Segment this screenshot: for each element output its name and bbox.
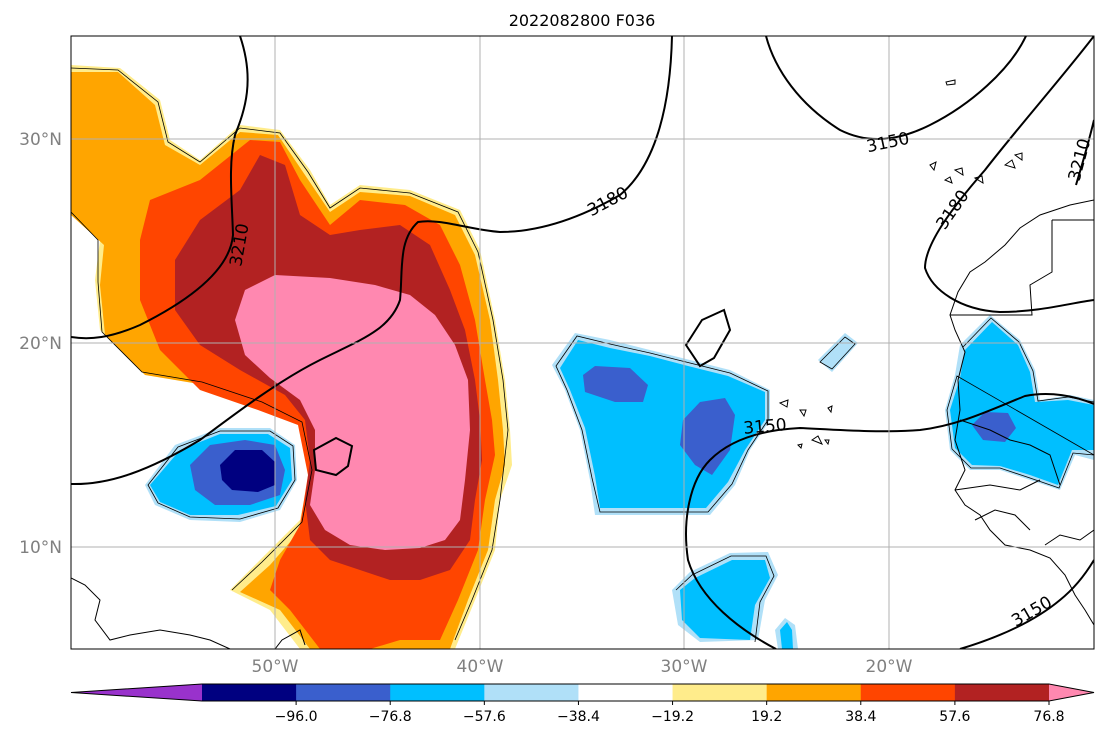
coast-south-america [274, 629, 306, 649]
contour-3150-south [685, 393, 1094, 649]
colorbar-tick-label: 57.6 [939, 709, 970, 725]
border-6 [1044, 529, 1094, 546]
border-5 [974, 509, 1031, 531]
cape-verde [778, 399, 833, 449]
positive-anomaly-west [71, 65, 512, 649]
colorbar-segment [672, 684, 768, 701]
lon-tick-label: 40°W [457, 657, 504, 677]
fill-navy [220, 450, 275, 492]
negative-anomaly-central [552, 333, 770, 515]
contour-closed-small-west [312, 436, 354, 477]
negative-anomaly-south [672, 552, 798, 649]
coastlines [71, 79, 1094, 649]
colorbar-segment [390, 684, 485, 701]
colorbar-tick-label: 76.8 [1033, 709, 1064, 725]
map-title: 2022082800 F036 [509, 11, 656, 30]
lon-tick-label: 50°W [252, 657, 299, 677]
border-3 [959, 419, 1061, 486]
lat-tick-labels: 30°N 20°N 10°N [19, 130, 62, 558]
colorbar-tick-label: 38.4 [845, 709, 876, 725]
contour-3180-central [71, 36, 673, 486]
border-2 [950, 220, 1053, 316]
coast-caribbean [71, 577, 231, 649]
lon-tick-label: 20°W [866, 657, 913, 677]
fill-pink [235, 275, 470, 550]
colorbar-segment [296, 684, 391, 701]
colorbar-segment [578, 684, 674, 701]
fill-royalblue [680, 398, 735, 475]
border-4 [954, 479, 1041, 491]
negative-anomaly-west [145, 428, 297, 522]
colorbar-tick-label: −19.2 [651, 709, 694, 725]
colorbar-tick-label: −38.4 [557, 709, 600, 725]
contour-closed-small-central [684, 308, 732, 368]
negative-anomaly-east [945, 315, 1094, 490]
map-area: 3210 3180 3150 3150 3180 3210 3150 [71, 36, 1094, 649]
anomaly-outline-contours [71, 67, 1094, 643]
fill-deepskyblue [950, 322, 1094, 485]
colorbar: −96.0 −76.8 −57.6 −38.4 −19.2 19.2 38.4 57.6 76.… [70, 683, 1095, 725]
contour-3210-west [71, 36, 249, 340]
colorbar-tick-label: −57.6 [463, 709, 506, 725]
lon-tick-label: 30°W [661, 657, 708, 677]
colorbar-extend-min [71, 684, 202, 701]
colorbar-outline [70, 683, 1095, 702]
fill-royalblue [972, 412, 1016, 442]
fill-deepskyblue [680, 560, 770, 640]
lat-tick-label: 20°N [19, 334, 62, 354]
contour-label: 3150 [743, 415, 788, 439]
contour-3210-east [1075, 119, 1094, 186]
lat-tick-label: 10°N [19, 538, 62, 558]
coast-west-africa [949, 199, 1094, 626]
gridlines [71, 36, 1094, 649]
colorbar-extend-max [1049, 684, 1094, 701]
colorbar-tick-label: −96.0 [275, 709, 318, 725]
fill-royalblue [583, 366, 648, 402]
colorbar-tick-label: 19.2 [751, 709, 782, 725]
map-frame [70, 35, 1095, 650]
fill-deepskyblue [780, 622, 793, 649]
canary-islands [929, 152, 1023, 184]
colorbar-segment [954, 684, 1050, 701]
colorbar-segment [202, 684, 297, 701]
colorbar-segment [860, 684, 956, 701]
colorbar-segment [484, 684, 579, 701]
contour-3180-east [923, 36, 1094, 314]
height-contours [71, 36, 1094, 649]
colorbar-tick-label: −76.8 [369, 709, 412, 725]
contour-3150-southeast [959, 559, 1094, 649]
madeira [945, 79, 956, 86]
lat-tick-label: 30°N [19, 130, 62, 150]
lon-tick-labels: 50°W 40°W 30°W 20°W [252, 657, 913, 677]
colorbar-segment [766, 684, 862, 701]
